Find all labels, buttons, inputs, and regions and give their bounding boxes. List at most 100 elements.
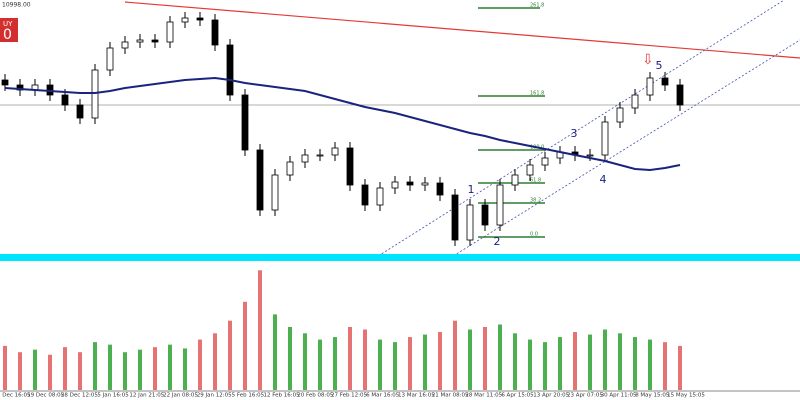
candle-body	[61, 94, 69, 106]
x-tick-label: 12 Feb 16:05	[264, 393, 301, 399]
buy-button[interactable]	[0, 18, 18, 42]
volume-bar	[183, 348, 187, 390]
wave-label: 5	[656, 59, 663, 72]
channel-line	[449, 39, 800, 259]
x-tick-label: 20 Feb 08:05	[297, 393, 334, 399]
volume-bar	[3, 345, 7, 390]
volume-bar	[78, 352, 82, 390]
fib-label: 0.0	[530, 232, 538, 238]
x-tick-label: 23 Apr 07:05	[567, 393, 603, 399]
candle-body	[331, 147, 339, 156]
volume-bar	[63, 347, 67, 390]
x-tick-label: 13 Mar 16:05	[398, 393, 435, 399]
volume-bar	[438, 332, 442, 390]
volume-bar	[33, 349, 37, 390]
candle-body	[256, 149, 264, 211]
volume-bar	[513, 333, 517, 390]
pane-separator	[0, 254, 800, 261]
x-tick-label: 12 Jan 21:05	[129, 393, 164, 399]
volume-bar	[528, 339, 532, 390]
x-tick-label: 19 Dec 08:05	[27, 393, 64, 399]
volume-bar	[198, 339, 202, 390]
volume-bar	[213, 333, 217, 390]
candle-body	[136, 39, 144, 43]
candle-body	[376, 187, 384, 206]
candle-body	[586, 154, 594, 157]
volume-bar	[393, 342, 397, 390]
trend-line	[124, 1, 800, 59]
x-tick-label: 5 Jan 16:05	[97, 393, 129, 399]
candle-body	[631, 94, 639, 109]
x-tick-label: 6 Mar 16:05	[366, 393, 400, 399]
volume-bar	[168, 344, 172, 390]
candle-body	[346, 147, 354, 186]
volume-bar	[288, 327, 292, 390]
volume-bar	[243, 301, 247, 390]
volume-bar	[153, 347, 157, 390]
volume-bar	[483, 327, 487, 390]
volume-bar	[498, 324, 502, 390]
volume-bar	[48, 354, 52, 390]
buy-button-text: UY	[3, 20, 13, 28]
candle-body	[436, 182, 444, 196]
candle-body	[616, 107, 624, 123]
volume-bar	[618, 333, 622, 390]
candle-body	[301, 154, 309, 163]
volume-bar	[573, 332, 577, 390]
volume-bar	[138, 349, 142, 390]
volume-bar	[603, 329, 607, 390]
volume-bar	[333, 337, 337, 390]
candle-body	[526, 164, 534, 176]
volume-bar	[363, 329, 367, 390]
volume-bar	[18, 352, 22, 390]
candle-body	[676, 84, 684, 106]
volume-bar	[543, 342, 547, 390]
wave-label: 4	[600, 173, 607, 186]
candle-body	[406, 181, 414, 186]
volume-bar	[318, 339, 322, 390]
wave-label: 2	[494, 235, 501, 248]
candle-body	[1, 79, 9, 86]
volume-bar	[93, 342, 97, 390]
volume-bar	[468, 329, 472, 390]
moving-average	[4, 76, 681, 172]
volume-bar	[678, 345, 682, 390]
candle-body	[496, 184, 504, 226]
volume-bar	[108, 344, 112, 390]
candle-body	[166, 21, 174, 43]
x-tick-label: 8 May 15:05	[635, 393, 670, 399]
candle-body	[361, 184, 369, 206]
volume-bar	[378, 339, 382, 390]
candle-body	[76, 104, 84, 119]
candle-body	[391, 181, 399, 189]
volume-bar	[588, 334, 592, 390]
fib-label: 161.8	[530, 91, 544, 97]
candle-body	[286, 161, 294, 176]
volume-bar	[558, 337, 562, 390]
candle-body	[661, 77, 669, 86]
x-tick-label: 27 Feb 12:05	[331, 393, 368, 399]
buy-button-value: 0	[3, 27, 12, 43]
candle-body	[196, 17, 204, 21]
x-tick-label: 6 Apr 15:05	[501, 393, 534, 399]
volume-bar	[348, 327, 352, 390]
candle-body	[466, 204, 474, 241]
x-tick-label: 29 Jan 12:05	[197, 393, 232, 399]
x-tick-label: 21 Mar 08:05	[432, 393, 469, 399]
candle-body	[421, 182, 429, 186]
candle-body	[601, 121, 609, 156]
candle-body	[106, 47, 114, 71]
x-tick-label: 13 Apr 20:05	[533, 393, 569, 399]
candle-body	[511, 174, 519, 186]
price-label: 10998.00	[2, 2, 31, 9]
candle-body	[121, 41, 129, 49]
candle-body	[451, 194, 459, 241]
x-tick-label: 5 Feb 16:05	[232, 393, 265, 399]
candle-body	[316, 154, 324, 157]
volume-bar	[663, 342, 667, 390]
candle-body	[241, 94, 249, 151]
volume-bar	[273, 314, 277, 390]
